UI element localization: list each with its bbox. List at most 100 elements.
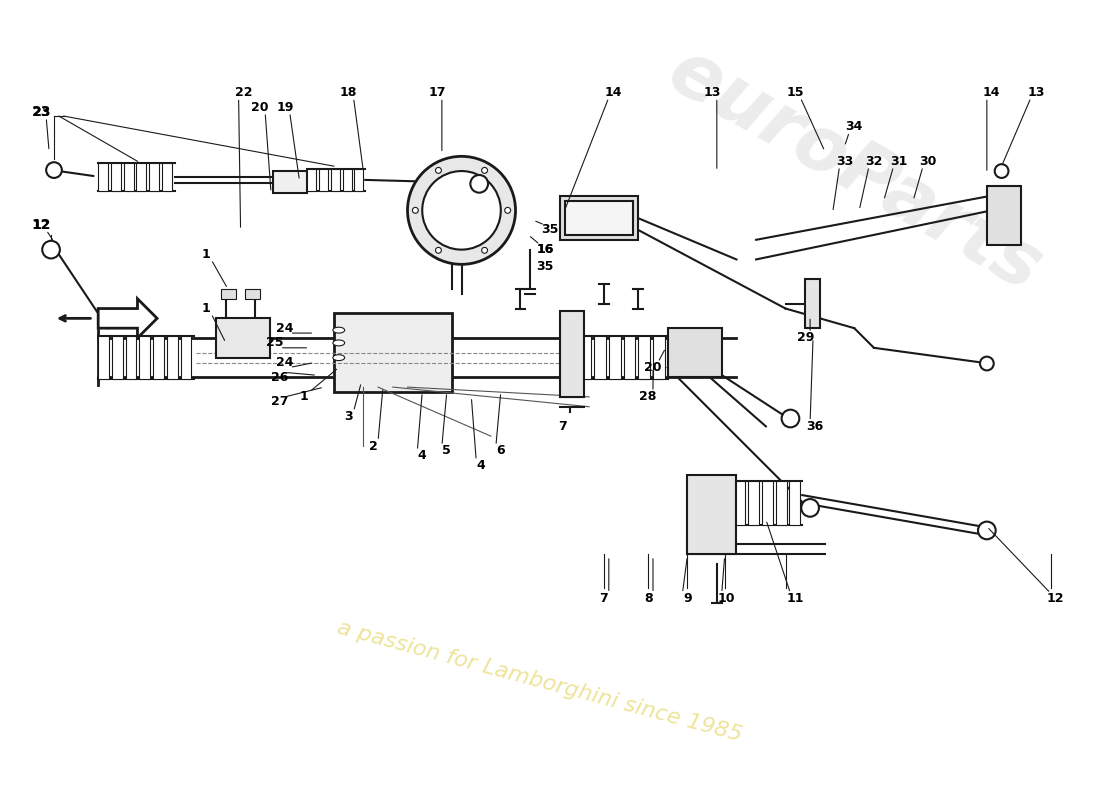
Text: 13: 13 bbox=[1027, 86, 1045, 99]
Bar bbox=[162, 163, 172, 190]
Text: 30: 30 bbox=[920, 154, 936, 168]
Text: 25: 25 bbox=[266, 337, 284, 350]
Text: 1: 1 bbox=[300, 390, 309, 403]
Bar bbox=[735, 482, 746, 525]
Bar bbox=[307, 169, 316, 190]
Circle shape bbox=[978, 522, 996, 539]
Bar bbox=[580, 336, 591, 379]
Bar bbox=[638, 336, 650, 379]
Bar bbox=[748, 482, 759, 525]
Bar bbox=[624, 336, 636, 379]
Bar bbox=[319, 169, 328, 190]
Text: 27: 27 bbox=[271, 395, 288, 408]
Text: 5: 5 bbox=[442, 445, 451, 458]
Text: 20: 20 bbox=[252, 101, 270, 114]
Bar bbox=[167, 336, 178, 379]
Bar bbox=[140, 336, 151, 379]
Circle shape bbox=[994, 164, 1009, 178]
Bar bbox=[987, 186, 1021, 245]
Circle shape bbox=[980, 357, 993, 370]
Ellipse shape bbox=[333, 340, 344, 346]
Polygon shape bbox=[98, 298, 157, 338]
Bar bbox=[762, 482, 773, 525]
Text: 2: 2 bbox=[368, 439, 377, 453]
Text: 8: 8 bbox=[644, 592, 652, 605]
Text: 16: 16 bbox=[537, 243, 553, 256]
Circle shape bbox=[505, 207, 510, 214]
Text: 1: 1 bbox=[201, 248, 210, 261]
Circle shape bbox=[782, 410, 800, 427]
Text: 22: 22 bbox=[234, 86, 252, 99]
Bar bbox=[125, 336, 136, 379]
Text: 16: 16 bbox=[537, 243, 553, 256]
Bar bbox=[560, 196, 638, 240]
Text: 14: 14 bbox=[983, 86, 1001, 99]
Text: 6: 6 bbox=[496, 445, 505, 458]
Bar bbox=[216, 318, 270, 358]
Bar bbox=[273, 171, 307, 193]
Text: 35: 35 bbox=[537, 260, 553, 273]
Bar bbox=[123, 163, 133, 190]
Bar bbox=[564, 201, 634, 235]
Circle shape bbox=[436, 167, 441, 174]
Bar bbox=[112, 336, 123, 379]
Text: 12: 12 bbox=[33, 218, 50, 231]
Circle shape bbox=[801, 499, 818, 517]
Circle shape bbox=[436, 247, 441, 254]
Bar bbox=[334, 314, 452, 392]
Text: 14: 14 bbox=[605, 86, 623, 99]
Ellipse shape bbox=[333, 354, 344, 361]
Text: 1: 1 bbox=[201, 302, 210, 315]
Text: 35: 35 bbox=[541, 223, 559, 237]
Text: 12: 12 bbox=[32, 218, 51, 232]
Bar bbox=[653, 336, 664, 379]
Bar bbox=[608, 336, 620, 379]
Text: euroParts: euroParts bbox=[654, 34, 1054, 308]
Text: 15: 15 bbox=[786, 86, 804, 99]
Text: 33: 33 bbox=[836, 154, 854, 168]
Text: 23: 23 bbox=[33, 106, 50, 118]
Text: 24: 24 bbox=[276, 322, 294, 334]
Text: 3: 3 bbox=[344, 410, 353, 423]
Circle shape bbox=[422, 171, 501, 250]
Text: 26: 26 bbox=[272, 370, 288, 384]
Bar bbox=[331, 169, 340, 190]
Text: 7: 7 bbox=[559, 420, 566, 433]
Text: 34: 34 bbox=[846, 120, 864, 134]
Ellipse shape bbox=[333, 327, 344, 333]
Circle shape bbox=[407, 156, 516, 264]
Text: 36: 36 bbox=[806, 420, 824, 433]
Bar bbox=[776, 482, 786, 525]
Text: 18: 18 bbox=[340, 86, 358, 99]
Text: 31: 31 bbox=[890, 154, 908, 168]
Bar bbox=[668, 328, 722, 378]
Circle shape bbox=[482, 247, 487, 254]
Text: 13: 13 bbox=[703, 86, 720, 99]
Circle shape bbox=[482, 167, 487, 174]
Bar bbox=[153, 336, 164, 379]
Bar bbox=[136, 163, 146, 190]
Bar bbox=[594, 336, 606, 379]
Text: 7: 7 bbox=[600, 592, 608, 605]
Bar bbox=[354, 169, 363, 190]
Text: 4: 4 bbox=[418, 450, 427, 462]
Text: 23: 23 bbox=[32, 105, 51, 119]
Text: 24: 24 bbox=[276, 356, 294, 369]
Text: 17: 17 bbox=[428, 86, 446, 99]
Bar bbox=[98, 163, 108, 190]
Bar bbox=[790, 482, 801, 525]
Circle shape bbox=[412, 207, 418, 214]
Bar bbox=[805, 279, 820, 328]
Bar bbox=[150, 163, 160, 190]
Circle shape bbox=[42, 241, 59, 258]
Bar bbox=[720, 482, 732, 525]
Text: 12: 12 bbox=[1047, 592, 1065, 605]
Text: a passion for Lamborghini since 1985: a passion for Lamborghini since 1985 bbox=[336, 618, 745, 746]
Text: 11: 11 bbox=[786, 592, 804, 605]
Circle shape bbox=[46, 162, 62, 178]
Text: 29: 29 bbox=[796, 331, 814, 345]
Text: 20: 20 bbox=[645, 361, 662, 374]
Text: 9: 9 bbox=[683, 592, 692, 605]
Bar bbox=[707, 482, 718, 525]
Text: 10: 10 bbox=[718, 592, 736, 605]
